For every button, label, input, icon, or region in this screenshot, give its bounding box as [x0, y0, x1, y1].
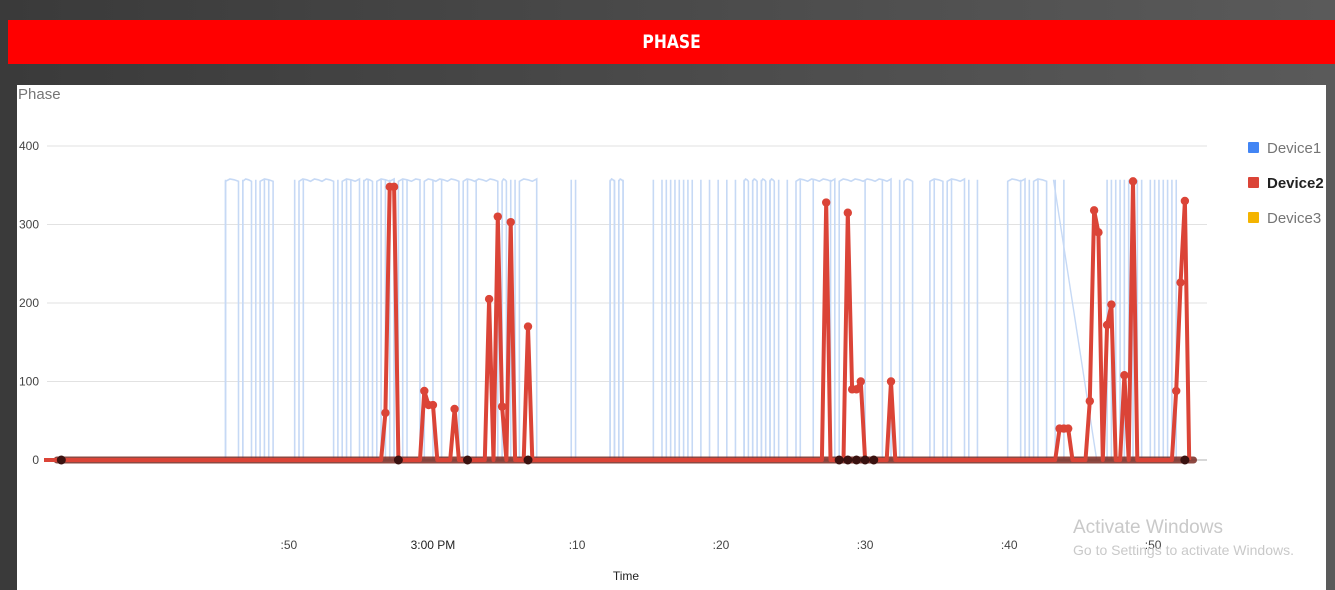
device2-baseline-point [523, 455, 533, 465]
device1-segment [518, 177, 538, 460]
chart-panel: Phase 0 100 200 300 400 :50 3:00 PM :10 :20 :30:… [17, 85, 1326, 590]
legend-label-device1[interactable]: Device1 [1267, 140, 1321, 157]
device2-point [856, 377, 865, 386]
device2-baseline-point [463, 455, 473, 465]
device1-segment [1006, 177, 1026, 460]
device1-segment [462, 178, 499, 460]
x-tick-label: 3:00 PM [411, 538, 456, 552]
device2-point [523, 322, 533, 331]
device2-point [1176, 278, 1185, 287]
device2-point [1120, 371, 1129, 380]
device2-point [506, 217, 515, 227]
device1-segment [501, 177, 508, 460]
device2-point [420, 386, 429, 396]
series-device2 [44, 177, 1198, 465]
device2-baseline-point [851, 455, 861, 465]
banner-title: PHASE [642, 31, 701, 53]
device2-point [1107, 300, 1116, 309]
y-tick-label: 400 [19, 139, 39, 153]
x-tick-label: :50 [281, 538, 298, 552]
device1-segment [1032, 178, 1048, 460]
legend-swatch-device1 [1248, 142, 1259, 153]
device2-point [450, 404, 459, 414]
device2-baseline-point [869, 455, 879, 465]
legend-label-device2[interactable]: Device2 [1267, 175, 1324, 192]
device1-segment [224, 178, 240, 460]
series-device1 [224, 177, 1178, 461]
device2-baseline-point [1180, 455, 1190, 465]
x-tick-label: :40 [1001, 538, 1018, 552]
device2-point [493, 212, 502, 221]
device2-point [428, 400, 438, 410]
device2-point [822, 198, 831, 207]
legend-swatch-device2 [1248, 177, 1259, 188]
device1-segment [903, 178, 914, 460]
x-axis: :50 3:00 PM :10 :20 :30 :40 :50 [281, 538, 1162, 552]
device2-baseline-point [860, 455, 870, 465]
x-tick-label: :20 [713, 538, 730, 552]
y-tick-label: 0 [32, 453, 39, 467]
y-tick-label: 100 [19, 375, 39, 389]
chart-title: Phase [18, 86, 61, 103]
x-tick-label: :50 [1145, 538, 1162, 552]
device2-point [484, 294, 494, 304]
phase-chart: Phase 0 100 200 300 400 :50 3:00 PM :10 :20 :30:… [18, 86, 1324, 583]
device2-point [381, 408, 390, 418]
page-banner: PHASE [8, 20, 1335, 64]
device2-line [44, 179, 1192, 462]
device2-point [1172, 386, 1181, 396]
device2-point [497, 402, 507, 411]
device2-point [389, 182, 399, 192]
y-tick-label: 300 [19, 218, 39, 232]
y-axis: 0 100 200 300 400 [19, 139, 39, 467]
device1-segment [298, 178, 335, 460]
device2-point [1085, 396, 1095, 406]
legend-swatch-device3 [1248, 212, 1259, 223]
device2-point [852, 385, 861, 394]
device2-point [1180, 196, 1190, 206]
device2-point [1094, 228, 1103, 237]
device2-point [1102, 320, 1112, 330]
device1-segment [242, 178, 253, 460]
x-tick-label: :30 [857, 538, 874, 552]
device1-segment [259, 178, 274, 460]
device2-point [886, 377, 896, 386]
device2-point [1089, 206, 1099, 215]
y-tick-label: 200 [19, 296, 39, 310]
device2-point [1063, 424, 1073, 433]
device2-point [843, 208, 853, 217]
device1-segment [946, 177, 966, 460]
device2-baseline-point [834, 455, 844, 465]
chart-legend: Device1 Device2 Device3 [1248, 140, 1324, 227]
device2-baseline-point [393, 455, 403, 465]
x-axis-label: Time [613, 569, 640, 583]
device2-baseline-point [56, 455, 66, 465]
device2-baseline-point [843, 455, 853, 465]
x-tick-label: :10 [569, 538, 586, 552]
device1-segment [397, 178, 421, 460]
device2-point [1128, 177, 1138, 186]
legend-label-device3[interactable]: Device3 [1267, 210, 1321, 227]
device1-segment [423, 178, 460, 460]
device1-segment [929, 178, 944, 460]
